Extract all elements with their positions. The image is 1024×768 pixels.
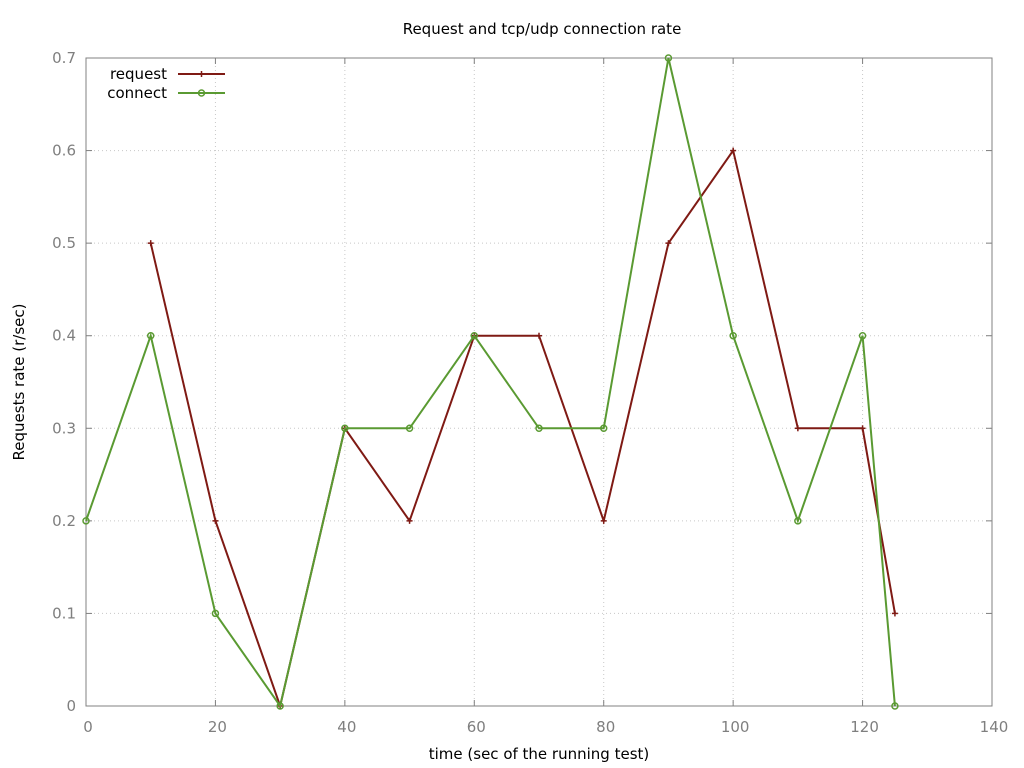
data-point (858, 331, 867, 340)
y-axis-label: Requests rate (r/sec) (10, 304, 28, 461)
x-tick-label: 80 (596, 718, 615, 736)
data-point (470, 331, 479, 340)
data-point (600, 517, 607, 524)
grid-layer (86, 58, 992, 706)
data-point (536, 332, 542, 339)
x-axis-label: time (sec of the running test) (429, 745, 650, 763)
series-layer (82, 54, 899, 710)
chart-title: Request and tcp/udp connection rate (403, 20, 682, 38)
data-point (406, 517, 413, 524)
y-tick-label: 0.5 (52, 234, 76, 252)
data-point (198, 71, 205, 77)
data-point (197, 89, 206, 97)
x-tick-label: 100 (721, 718, 750, 736)
y-tick-label: 0.7 (52, 49, 76, 67)
x-tick-label: 40 (337, 718, 356, 736)
legend-entry-request: request (110, 65, 225, 83)
data-point (535, 424, 543, 433)
data-point (211, 609, 220, 618)
data-point (891, 702, 899, 710)
plot-frame (85, 57, 993, 707)
y-tick-label: 0.3 (52, 419, 76, 437)
x-tick-label: 140 (980, 718, 1009, 736)
data-point (147, 240, 154, 247)
data-point (146, 331, 155, 340)
data-point (599, 424, 608, 433)
data-point (341, 424, 349, 433)
y-tick-label: 0.1 (52, 604, 76, 622)
data-point (794, 517, 802, 525)
data-point (664, 54, 673, 62)
data-point (729, 331, 737, 340)
data-point (82, 517, 90, 525)
x-tick-label: 120 (850, 718, 879, 736)
y-tick-label: 0.6 (52, 142, 76, 160)
legend-label: connect (107, 84, 167, 102)
data-point (212, 517, 219, 524)
y-tick-label: 0.4 (52, 327, 76, 345)
data-point (730, 147, 737, 154)
data-point (665, 240, 672, 247)
data-point (276, 702, 284, 710)
x-tick-label: 20 (208, 718, 227, 736)
tick-layer: 0 20 40 60 80 100 120 140 0 0.1 0.2 0.3 0.4 0.5 0.6 0.7 (52, 49, 1008, 736)
data-point (405, 424, 414, 433)
data-point (891, 610, 898, 617)
legend-label: request (110, 65, 167, 83)
y-tick-label: 0.2 (52, 512, 76, 530)
y-tick-label: 0 (66, 697, 76, 715)
legend-entry-connect: connect (107, 84, 225, 102)
data-point (794, 425, 801, 432)
series-connect (82, 54, 899, 710)
x-tick-label: 0 (83, 718, 93, 736)
data-point (859, 425, 866, 432)
series-line (85, 57, 896, 709)
x-tick-label: 60 (467, 718, 486, 736)
